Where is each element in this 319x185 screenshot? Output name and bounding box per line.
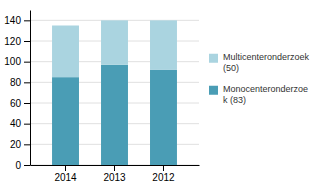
legend-swatch <box>209 54 218 63</box>
chart-container: 2014 2013 2012 0 20 40 60 80 100 120 140 Multicente… <box>0 0 319 185</box>
bar <box>101 65 128 165</box>
y-tick: 20 <box>10 139 30 150</box>
x-axis: 2014 2013 2012 <box>31 165 200 183</box>
y-tick: 140 <box>4 15 30 26</box>
legend-label: Multicenteronderzoek(50) <box>223 52 310 73</box>
chart-svg: 2014 2013 2012 0 20 40 60 80 100 120 140 Multicente… <box>0 0 319 185</box>
x-tick: 2012 <box>152 165 175 183</box>
y-tick-label: 120 <box>4 36 21 47</box>
x-tick-label: 2014 <box>54 172 77 183</box>
y-tick-label: 60 <box>10 98 22 109</box>
x-tick-mark <box>114 165 115 171</box>
x-tick-label: 2012 <box>152 172 175 183</box>
legend: Multicenteronderzoek(50) Monocenteronderz… <box>209 52 310 105</box>
y-tick-mark <box>24 20 30 21</box>
y-tick-label: 20 <box>10 139 22 150</box>
legend-label-line: k (83) <box>223 95 246 105</box>
bar <box>150 70 177 165</box>
bar-series <box>52 20 177 77</box>
bar <box>52 26 79 78</box>
plot-area: 2014 2013 2012 0 20 40 60 80 100 120 140 Multicente… <box>4 11 309 184</box>
y-tick-label: 140 <box>4 15 21 26</box>
bar <box>150 20 177 70</box>
legend-item: Monocenteronderzoek (83) <box>209 84 308 105</box>
legend-swatch <box>209 86 218 95</box>
y-axis: 0 20 40 60 80 100 120 140 <box>4 11 30 171</box>
y-tick-mark <box>24 82 30 83</box>
legend-label-line: Monocenteronderzoe <box>223 84 308 94</box>
x-tick: 2014 <box>54 165 77 183</box>
y-axis-line <box>30 11 31 166</box>
y-tick-mark <box>24 62 30 63</box>
legend-label: Monocenteronderzoek (83) <box>223 84 308 105</box>
x-tick-mark <box>163 165 164 171</box>
y-tick: 100 <box>4 56 30 67</box>
y-tick-mark <box>24 165 30 166</box>
y-tick: 0 <box>15 160 30 171</box>
y-tick: 40 <box>10 118 30 129</box>
bar <box>52 77 79 165</box>
y-tick-mark <box>24 103 30 104</box>
y-tick-mark <box>24 41 30 42</box>
legend-item: Multicenteronderzoek(50) <box>209 52 310 73</box>
x-tick-label: 2013 <box>103 172 126 183</box>
y-tick: 120 <box>4 36 30 47</box>
x-tick-mark <box>65 165 66 171</box>
x-tick: 2013 <box>103 165 126 183</box>
y-tick-mark <box>24 124 30 125</box>
y-tick-label: 100 <box>4 56 21 67</box>
y-tick-mark <box>24 144 30 145</box>
y-tick-label: 80 <box>10 77 22 88</box>
legend-label-line: (50) <box>223 63 239 73</box>
grid <box>30 20 199 165</box>
bar <box>101 20 128 64</box>
y-tick: 60 <box>10 98 30 109</box>
bars <box>52 20 177 165</box>
bar-series <box>52 65 177 165</box>
y-tick-label: 0 <box>15 160 21 171</box>
legend-label-line: Multicenteronderzoek <box>223 52 310 62</box>
y-tick-label: 40 <box>10 118 22 129</box>
y-tick: 80 <box>10 77 30 88</box>
